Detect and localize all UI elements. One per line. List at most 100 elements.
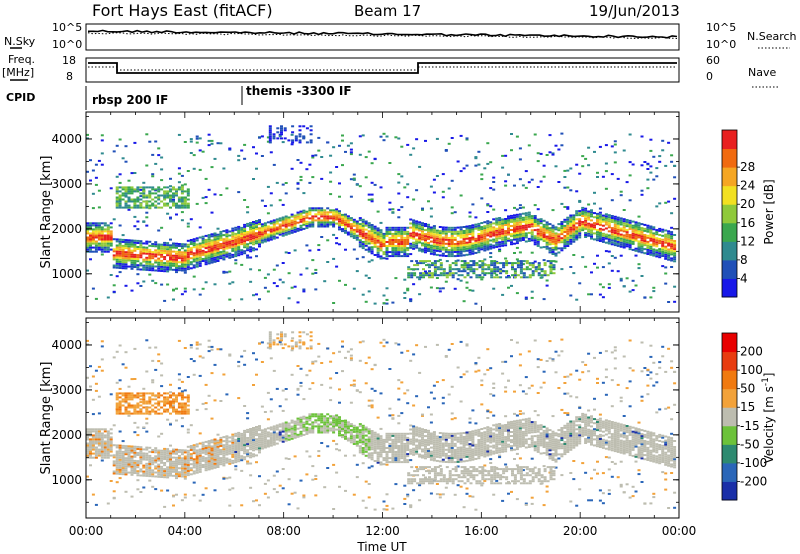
power-cell xyxy=(457,270,461,273)
velocity-cell xyxy=(231,443,235,446)
power-cell xyxy=(490,272,494,275)
power-cell xyxy=(169,252,172,255)
power-cell xyxy=(290,225,294,228)
power-cell xyxy=(652,290,656,293)
power-cell xyxy=(533,237,537,240)
velocity-cell xyxy=(103,454,107,457)
power-cell xyxy=(515,232,519,234)
power-cell xyxy=(670,226,674,229)
power-cell xyxy=(243,244,247,247)
velocity-cell xyxy=(290,437,294,440)
power-cell xyxy=(169,194,172,197)
power-cell xyxy=(192,275,196,278)
power-cell xyxy=(649,247,653,250)
power-cell xyxy=(198,248,202,251)
velocity-cell xyxy=(175,466,178,469)
power-cell xyxy=(409,234,413,237)
power-cell xyxy=(213,250,217,253)
power-cell xyxy=(172,188,175,191)
power-cell xyxy=(465,233,469,236)
power-cell xyxy=(409,244,413,247)
power-cell xyxy=(471,236,475,239)
power-cell xyxy=(100,238,104,241)
power-cell xyxy=(622,209,626,211)
power-cell xyxy=(634,249,638,252)
velocity-cell xyxy=(243,363,247,366)
power-cell xyxy=(231,281,235,284)
power-cell xyxy=(243,228,247,230)
power-cell xyxy=(667,238,671,241)
velocity-cell xyxy=(130,459,134,462)
velocity-cell xyxy=(100,459,104,462)
velocity-cell xyxy=(329,415,333,418)
power-cell xyxy=(445,274,449,277)
power-cell xyxy=(145,266,149,269)
velocity-cell xyxy=(121,455,125,457)
velocity-cell xyxy=(281,424,285,427)
power-cell xyxy=(539,180,543,183)
power-cell xyxy=(439,268,443,271)
power-cell xyxy=(625,241,629,244)
power-cell xyxy=(598,207,602,210)
power-cell xyxy=(213,238,217,241)
power-cell xyxy=(427,233,430,236)
power-cell xyxy=(376,245,380,248)
velocity-cell xyxy=(139,474,143,477)
power-cell xyxy=(112,290,116,293)
power-cell xyxy=(157,190,161,193)
velocity-cell xyxy=(175,452,178,455)
velocity-cell xyxy=(269,444,273,447)
velocity-cell xyxy=(243,456,247,459)
velocity-cell xyxy=(299,381,303,384)
power-cell xyxy=(177,172,181,175)
velocity-cell xyxy=(106,450,110,453)
power-cell xyxy=(97,228,101,231)
power-cell xyxy=(563,241,567,244)
power-cell xyxy=(403,230,407,233)
power-cell xyxy=(557,251,561,254)
power-cell xyxy=(513,262,517,265)
power-cell xyxy=(429,252,433,255)
power-cell xyxy=(172,242,175,245)
velocity-cell xyxy=(278,429,282,432)
power-cell xyxy=(429,240,433,243)
velocity-cell xyxy=(329,417,333,420)
velocity-cell xyxy=(109,440,113,443)
y-tick-label: 4000 xyxy=(51,132,82,146)
power-cell xyxy=(489,235,493,238)
power-cell xyxy=(412,225,416,228)
power-cell xyxy=(505,262,509,265)
power-cell xyxy=(388,241,392,243)
power-cell xyxy=(166,244,170,247)
power-cell xyxy=(172,258,175,261)
power-cell xyxy=(622,149,626,152)
power-cell xyxy=(237,234,241,236)
power-cell xyxy=(133,243,137,246)
power-cell xyxy=(258,227,261,230)
power-cell xyxy=(581,165,585,168)
power-cell xyxy=(344,219,347,222)
power-cell xyxy=(163,252,167,254)
velocity-cell xyxy=(243,442,247,445)
power-cell xyxy=(566,226,570,229)
velocity-cell xyxy=(148,479,152,482)
velocity-cell xyxy=(154,447,158,450)
power-cell xyxy=(490,268,494,271)
velocity-cell xyxy=(240,469,244,472)
velocity-cell xyxy=(344,429,347,432)
velocity-cell xyxy=(317,413,321,416)
power-cell xyxy=(649,235,653,238)
power-cell xyxy=(415,222,419,225)
power-cell xyxy=(413,264,417,267)
velocity-cell xyxy=(346,437,350,440)
power-cell xyxy=(103,248,107,251)
velocity-cell xyxy=(89,450,92,453)
power-cell xyxy=(127,247,131,250)
power-cell xyxy=(598,283,602,286)
power-cell xyxy=(513,230,516,233)
power-cell xyxy=(643,229,647,232)
power-cell xyxy=(296,221,300,224)
power-cell xyxy=(355,228,359,231)
power-cell xyxy=(382,245,386,247)
power-cell xyxy=(370,248,374,251)
